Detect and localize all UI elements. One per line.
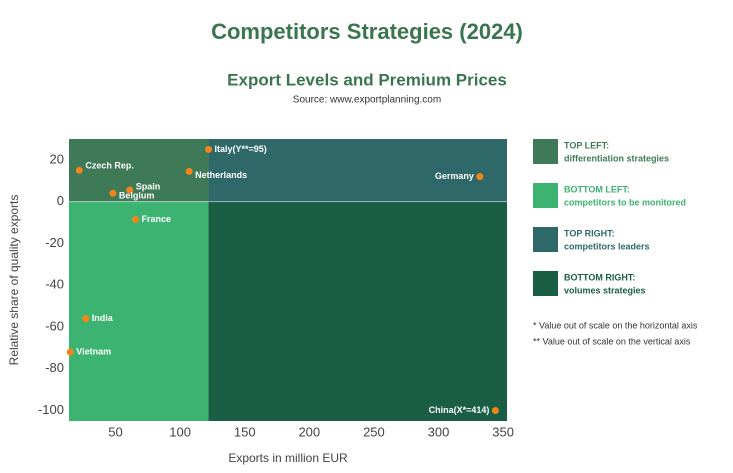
y-tick-label: -60 — [45, 318, 64, 333]
y-tick-label: -20 — [45, 235, 64, 250]
legend-description: differentiation strategies — [564, 153, 669, 163]
legend-description: competitors leaders — [564, 241, 650, 251]
y-tick-label: 0 — [57, 193, 64, 208]
x-axis-label: Exports in million EUR — [228, 451, 348, 465]
point — [109, 189, 117, 197]
point — [82, 315, 90, 323]
chart-subtitle: Export Levels and Premium Prices — [227, 70, 507, 89]
point-label: China(X*=414) — [429, 405, 490, 415]
point — [132, 215, 140, 223]
point-label: Netherlands — [195, 170, 247, 180]
point — [126, 186, 134, 194]
x-tick-label: 250 — [363, 424, 385, 439]
y-axis-label: Relative share of quality exports — [7, 195, 21, 366]
quadrant — [208, 139, 507, 202]
point-label: Germany — [435, 171, 474, 181]
point — [205, 145, 213, 153]
legend-title: TOP LEFT: — [564, 140, 609, 150]
point-label: Czech Rep. — [85, 161, 134, 171]
legend-description: volumes strategies — [564, 285, 646, 295]
legend-swatch — [533, 271, 558, 296]
x-tick-label: 150 — [234, 424, 256, 439]
legend-swatch — [533, 183, 558, 208]
point-label: India — [92, 313, 114, 323]
point — [476, 173, 484, 181]
point-label: Spain — [136, 182, 161, 192]
point — [75, 166, 83, 174]
point — [185, 167, 193, 175]
legend-description: competitors to be monitored — [564, 197, 686, 207]
x-tick-label: 300 — [428, 424, 450, 439]
note: ** Value out of scale on the vertical ax… — [533, 336, 691, 346]
point-label: Belgium — [119, 191, 155, 201]
y-tick-label: 20 — [50, 151, 64, 166]
x-tick-label: 50 — [108, 424, 122, 439]
point — [491, 407, 499, 415]
note: * Value out of scale on the horizontal a… — [533, 320, 698, 330]
x-tick-label: 100 — [169, 424, 191, 439]
legend-swatch — [533, 139, 558, 164]
legend-swatch — [533, 227, 558, 252]
legend-title: BOTTOM LEFT: — [564, 184, 630, 194]
y-tick-label: -80 — [45, 360, 64, 375]
quadrant — [69, 139, 209, 202]
quadrant — [208, 201, 507, 421]
x-tick-label: 350 — [492, 424, 514, 439]
legend-title: BOTTOM RIGHT: — [564, 272, 635, 282]
point-label: Italy(Y**=95) — [215, 144, 267, 154]
x-tick-label: 200 — [298, 424, 320, 439]
source: Source: www.exportplanning.com — [293, 95, 441, 106]
y-tick-label: -100 — [38, 402, 64, 417]
point-label: Vietnam — [76, 346, 111, 356]
point — [66, 348, 74, 356]
point-label: France — [142, 214, 172, 224]
legend-title: TOP RIGHT: — [564, 228, 615, 238]
quadrant — [69, 201, 209, 421]
chart-title: Competitors Strategies (2024) — [211, 19, 523, 44]
y-tick-label: -40 — [45, 277, 64, 292]
